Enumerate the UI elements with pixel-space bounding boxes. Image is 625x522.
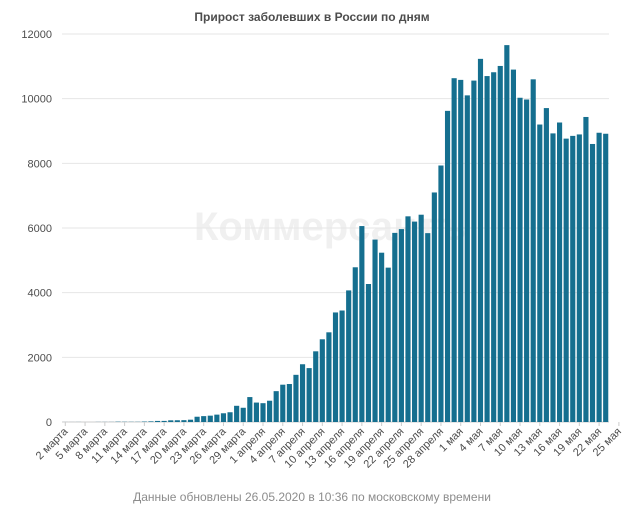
- bar: [161, 420, 167, 422]
- bar: [563, 138, 569, 422]
- bar: [517, 97, 523, 422]
- bar: [240, 407, 246, 422]
- bar: [168, 420, 174, 422]
- bar: [524, 99, 530, 422]
- bar: [286, 384, 292, 422]
- bar: [458, 79, 464, 422]
- bar: [471, 80, 477, 422]
- bar: [530, 79, 536, 422]
- bar: [537, 124, 543, 422]
- bar: [464, 95, 470, 423]
- bar: [201, 416, 207, 422]
- bar: [504, 45, 510, 423]
- bar: [491, 72, 497, 422]
- bar: [596, 132, 602, 422]
- bar: [398, 229, 404, 422]
- bar: [550, 133, 556, 422]
- bar: [339, 310, 345, 422]
- bars: [62, 45, 609, 423]
- bar: [194, 416, 200, 422]
- bar: [385, 267, 391, 422]
- bar: [576, 134, 582, 422]
- bar: [589, 143, 596, 422]
- footer-note: Данные обновлены 26.05.2020 в 10:36 по м…: [133, 490, 491, 504]
- y-tick-label: 10000: [21, 94, 52, 106]
- bar: [253, 402, 259, 422]
- bar: [603, 133, 609, 422]
- bar: [346, 290, 352, 422]
- bar: [332, 312, 339, 422]
- bar: [326, 332, 332, 422]
- bar: [477, 58, 484, 423]
- y-tick-label: 6000: [28, 223, 52, 235]
- y-axis: 0 2000 4000 6000 8000 10000 12000: [21, 29, 52, 429]
- bar: [154, 420, 161, 422]
- bar: [405, 216, 411, 422]
- bar: [425, 233, 431, 422]
- bar: [293, 374, 299, 422]
- bar: [299, 364, 306, 422]
- bar: [267, 400, 273, 422]
- bar: [372, 239, 378, 422]
- bar: [187, 419, 194, 422]
- bar: [418, 214, 424, 422]
- bar: [359, 226, 365, 422]
- bar: [379, 252, 385, 422]
- bar: [247, 397, 253, 422]
- bar: [207, 415, 213, 422]
- y-tick-label: 2000: [28, 352, 52, 364]
- y-tick-label: 0: [46, 417, 52, 429]
- y-tick-label: 8000: [28, 158, 52, 170]
- bar: [543, 108, 549, 422]
- bar: [352, 267, 358, 422]
- bar: [365, 284, 372, 422]
- bar: [392, 232, 398, 422]
- y-tick-label: 12000: [21, 29, 52, 41]
- bar: [570, 135, 576, 422]
- bar: [214, 414, 220, 422]
- chart-title: Прирост заболевших в России по дням: [194, 10, 429, 24]
- bar: [451, 78, 457, 422]
- bar: [431, 192, 437, 422]
- bar: [234, 405, 240, 422]
- bar: [510, 69, 517, 422]
- bar: [319, 339, 325, 422]
- bar: [148, 421, 154, 422]
- bar: [227, 412, 233, 422]
- bar: [557, 122, 563, 422]
- y-tick-label: 4000: [28, 288, 52, 300]
- bar: [260, 403, 266, 422]
- bar: [484, 76, 490, 422]
- bar: [280, 384, 286, 422]
- bar: [220, 413, 227, 422]
- bar: [438, 165, 444, 422]
- bar: [444, 110, 451, 423]
- bar: [174, 420, 180, 422]
- bar: [273, 391, 279, 422]
- bar: [313, 351, 319, 422]
- bar: [412, 221, 418, 422]
- bar: [306, 368, 312, 422]
- bar: [181, 420, 187, 422]
- bar: [497, 65, 503, 422]
- bar: [583, 116, 589, 422]
